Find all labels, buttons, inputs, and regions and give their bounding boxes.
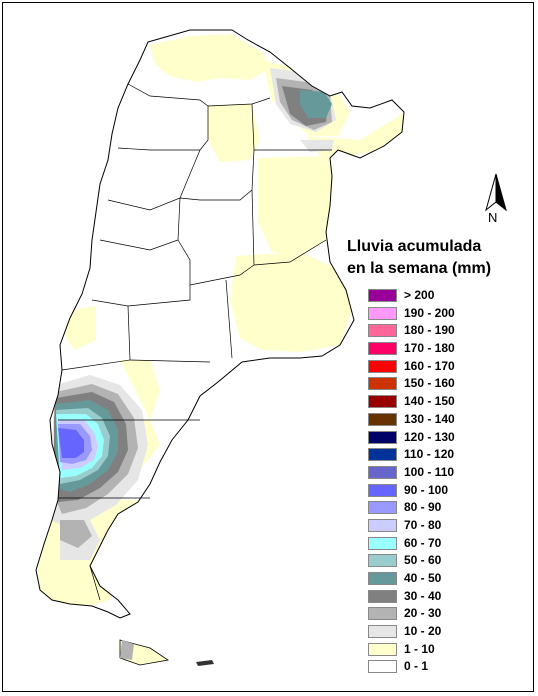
- legend-label: 170 - 180: [404, 341, 455, 356]
- legend-item: 30 - 40: [368, 588, 528, 606]
- legend-label: 150 - 160: [404, 376, 455, 391]
- legend-item: 10 - 20: [368, 623, 528, 641]
- legend-swatch: [368, 642, 397, 656]
- legend-item: 160 - 170: [368, 358, 528, 376]
- legend-label: 60 - 70: [404, 535, 442, 550]
- legend-swatch: [368, 501, 397, 515]
- legend-label: 90 - 100: [404, 482, 449, 497]
- legend-label: 80 - 90: [404, 500, 442, 515]
- legend-item: 140 - 150: [368, 393, 528, 411]
- legend-swatch: [368, 483, 397, 497]
- legend-title-line1: Lluvia acumulada: [347, 238, 482, 255]
- legend-label: 1 - 10: [404, 641, 435, 656]
- legend-label: 180 - 190: [404, 323, 455, 338]
- legend-label: > 200: [404, 288, 435, 302]
- legend-item: > 200: [368, 287, 528, 305]
- legend-swatch: [368, 324, 397, 338]
- legend-label: 50 - 60: [404, 553, 442, 568]
- legend-label: 100 - 110: [404, 464, 455, 479]
- legend-label: 140 - 150: [404, 394, 455, 409]
- legend-swatch: [368, 589, 397, 603]
- legend-swatch: [368, 518, 397, 532]
- legend-swatch: [368, 430, 397, 444]
- legend-swatch: [368, 607, 397, 621]
- legend-item: 180 - 190: [368, 322, 528, 340]
- legend-swatch: [368, 289, 397, 302]
- legend-item: 0 - 1: [368, 658, 528, 676]
- legend-item: 170 - 180: [368, 340, 528, 358]
- legend-label: 30 - 40: [404, 588, 442, 603]
- legend-swatch: [368, 448, 397, 462]
- legend-label: 110 - 120: [404, 447, 455, 462]
- legend-swatch: [368, 465, 397, 479]
- legend-item: 50 - 60: [368, 552, 528, 570]
- legend-item: 100 - 110: [368, 464, 528, 482]
- legend-item: 40 - 50: [368, 570, 528, 588]
- north-arrow-icon: [485, 173, 507, 212]
- legend-item: 190 - 200: [368, 305, 528, 323]
- legend-item: 120 - 130: [368, 429, 528, 447]
- legend-label: 120 - 130: [404, 429, 455, 444]
- north-label: N: [488, 210, 498, 225]
- legend: > 200 190 - 200 180 - 190 170 - 180 160 - 17…: [368, 287, 528, 676]
- legend-swatch: [368, 306, 397, 320]
- legend-title-line2: en la semana (mm): [347, 260, 492, 277]
- legend-swatch: [368, 660, 397, 674]
- legend-label: 160 - 170: [404, 358, 455, 373]
- legend-title: Lluvia acumulada en la semana (mm): [347, 236, 491, 280]
- legend-item: 110 - 120: [368, 446, 528, 464]
- legend-label: 70 - 80: [404, 517, 442, 532]
- legend-label: 40 - 50: [404, 571, 442, 585]
- legend-label: 130 - 140: [404, 411, 455, 426]
- legend-swatch: [368, 377, 397, 391]
- legend-swatch: [368, 395, 397, 409]
- legend-item: 1 - 10: [368, 641, 528, 659]
- legend-item: 20 - 30: [368, 605, 528, 623]
- legend-label: 10 - 20: [404, 624, 442, 639]
- legend-swatch: [368, 554, 397, 568]
- legend-item: 150 - 160: [368, 375, 528, 393]
- legend-label: 190 - 200: [404, 305, 455, 320]
- legend-label: 0 - 1: [404, 659, 429, 674]
- legend-swatch: [368, 625, 397, 639]
- legend-item: 70 - 80: [368, 517, 528, 535]
- legend-swatch: [368, 342, 397, 356]
- legend-item: 60 - 70: [368, 535, 528, 553]
- legend-swatch: [368, 359, 397, 373]
- legend-swatch: [368, 572, 397, 585]
- legend-item: 80 - 90: [368, 499, 528, 517]
- legend-label: 20 - 30: [404, 606, 442, 621]
- legend-item: 90 - 100: [368, 482, 528, 500]
- legend-swatch: [368, 412, 397, 426]
- legend-swatch: [368, 536, 397, 550]
- legend-item: 130 - 140: [368, 411, 528, 429]
